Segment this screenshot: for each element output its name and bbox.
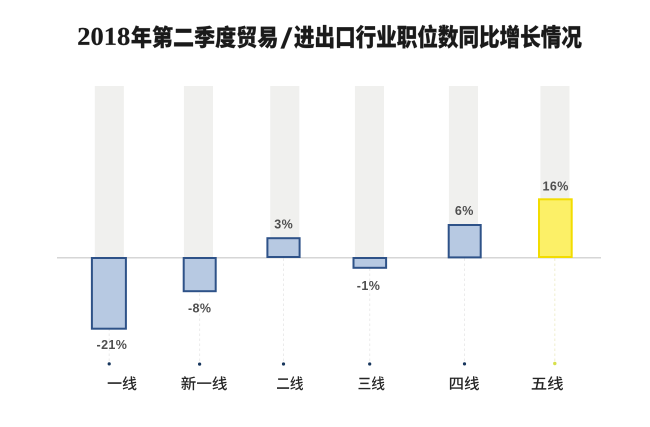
svg-text:6%: 6% [455,204,474,218]
svg-text:3%: 3% [274,217,293,231]
svg-text:16%: 16% [542,180,568,194]
svg-text:-21%: -21% [97,338,128,352]
svg-text:-8%: -8% [188,302,211,316]
svg-text:-1%: -1% [357,279,380,293]
